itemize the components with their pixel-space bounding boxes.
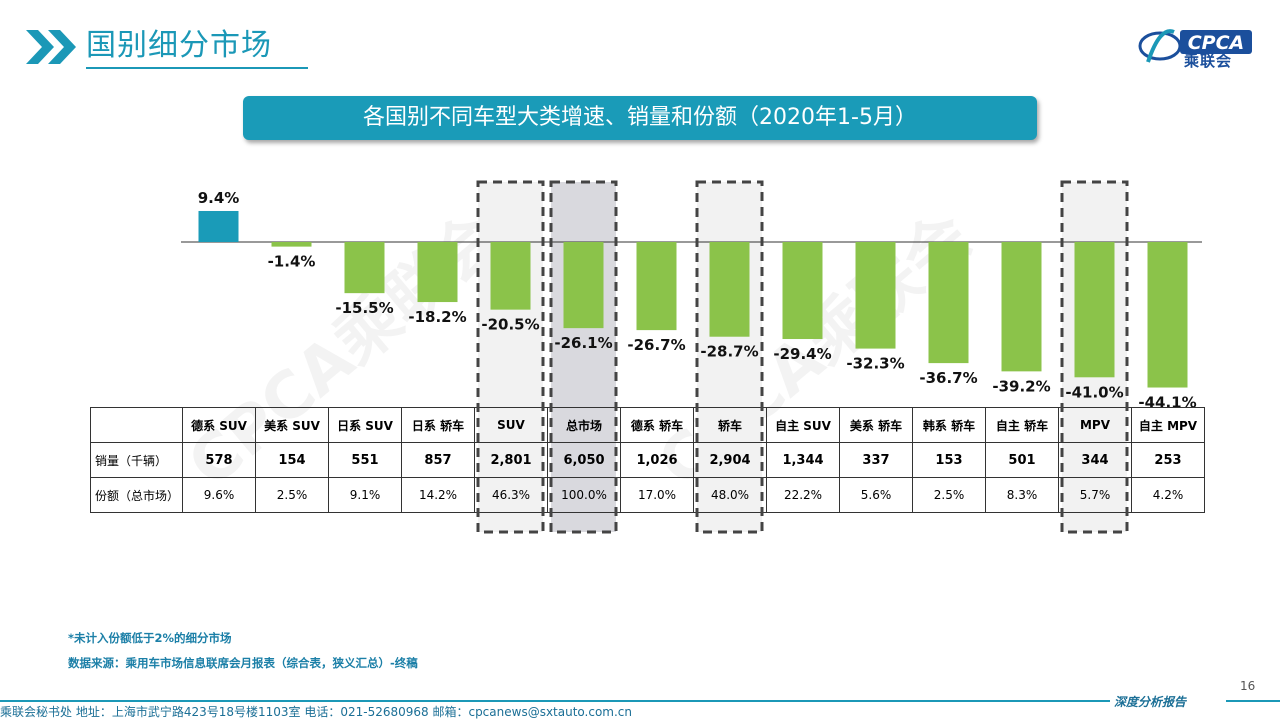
page-number: 16 [1240,679,1256,693]
sales-value-cell: 6,050 [547,442,621,478]
logo-text: 乘联会 [1184,52,1233,70]
svg-text:CPCA: CPCA [1188,32,1245,54]
footer-divider [0,700,1110,702]
share-value-cell: 5.7% [1058,477,1132,513]
sales-value-cell: 551 [328,442,402,478]
bar-value-label: -39.2% [992,377,1050,395]
page-title: 国别细分市场 [86,28,272,63]
data-table: 德系 SUV 美系 SUV 日系 SUV 日系 轿车 SUV 总市场 德系 轿车 轿车 自主 S… [90,407,1205,513]
category-header-cell: 自主 MPV [1131,407,1205,443]
row-label-share: 份额（总市场） [90,477,183,513]
bar [1001,242,1042,372]
share-value-cell: 46.3% [474,477,548,513]
cpca-logo-icon: CPCA [1138,29,1252,63]
bar [344,242,385,294]
category-header-cell: 日系 轿车 [401,407,475,443]
share-value-cell: 9.6% [182,477,256,513]
share-value-cell: 2.5% [912,477,986,513]
bar-value-label: -41.0% [1065,383,1123,401]
bar [490,242,531,310]
sales-value-cell: 857 [401,442,475,478]
share-value-cell: 8.3% [985,477,1059,513]
sales-value-cell: 154 [255,442,329,478]
footer-address: 乘联会秘书处 地址：上海市武宁路423号18号楼1103室 电话：021-526… [0,705,633,719]
bar [198,210,239,242]
table-header-row: 德系 SUV 美系 SUV 日系 SUV 日系 轿车 SUV 总市场 德系 轿车 轿车 自主 S… [90,407,1205,443]
cpca-logo: CPCA [1134,22,1258,74]
sales-value-cell: 337 [839,442,913,478]
table-corner-cell [90,407,183,443]
bar-value-label: -18.2% [408,308,466,326]
sales-value-cell: 344 [1058,442,1132,478]
bar-value-label: -36.7% [919,369,977,387]
share-value-cell: 100.0% [547,477,621,513]
sales-value-cell: 2,801 [474,442,548,478]
share-value-cell: 2.5% [255,477,329,513]
row-label-sales: 销量（千辆） [90,442,183,478]
category-header-cell: 美系 SUV [255,407,329,443]
bar-value-label: -26.7% [627,336,685,354]
category-header-cell: 轿车 [693,407,767,443]
category-header-cell: 日系 SUV [328,407,402,443]
sales-value-cell: 501 [985,442,1059,478]
bar [782,242,823,340]
sales-value-cell: 1,026 [620,442,694,478]
bar-value-label: -1.4% [268,253,316,271]
bar [563,242,604,329]
bar [855,242,896,349]
share-value-cell: 4.2% [1131,477,1205,513]
bar-value-label: -15.5% [335,299,393,317]
bar [271,242,312,247]
category-header-cell: 德系 轿车 [620,407,694,443]
sales-value-cell: 153 [912,442,986,478]
bar-value-label: -29.4% [773,345,831,363]
bar [709,242,750,337]
share-value-cell: 14.2% [401,477,475,513]
category-header-cell: 总市场 [547,407,621,443]
footnote-share: *未计入份额低于2%的细分市场 [68,631,232,645]
bar-value-label: -26.1% [554,334,612,352]
category-header-cell: 自主 轿车 [985,407,1059,443]
report-type-label: 深度分析报告 [1114,695,1187,709]
bar-value-label: -20.5% [481,316,539,334]
bar-value-label: -28.7% [700,343,758,361]
category-header-cell: 美系 轿车 [839,407,913,443]
sales-value-cell: 2,904 [693,442,767,478]
bar [636,242,677,331]
share-value-cell: 5.6% [839,477,913,513]
bar [1147,242,1188,388]
category-header-cell: 自主 SUV [766,407,840,443]
table-row-share: 份额（总市场） 9.6% 2.5% 9.1% 14.2% 46.3% 100.0% 17.0%… [90,477,1205,513]
bar [928,242,969,364]
share-value-cell: 9.1% [328,477,402,513]
footnote-source: 数据来源：乘用车市场信息联席会月报表（综合表，狭义汇总）-终稿 [68,656,418,670]
bar-value-label: -32.3% [846,355,904,373]
title-underline [86,67,308,69]
category-header-cell: MPV [1058,407,1132,443]
bar [417,242,458,303]
sales-value-cell: 253 [1131,442,1205,478]
share-value-cell: 48.0% [693,477,767,513]
category-header-cell: SUV [474,407,548,443]
sales-value-cell: 578 [182,442,256,478]
category-header-cell: 韩系 轿车 [912,407,986,443]
share-value-cell: 22.2% [766,477,840,513]
table-row-sales: 销量（千辆） 578 154 551 857 2,801 6,050 1,026 2,904 1,… [90,442,1205,478]
bar [1074,242,1115,378]
sales-value-cell: 1,344 [766,442,840,478]
bar-value-label: 9.4% [198,189,240,207]
share-value-cell: 17.0% [620,477,694,513]
footer-divider-right [1226,700,1280,702]
chart-banner: 各国别不同车型大类增速、销量和份额（2020年1-5月） [243,96,1037,140]
category-header-cell: 德系 SUV [182,407,256,443]
double-chevron-icon [26,30,76,64]
